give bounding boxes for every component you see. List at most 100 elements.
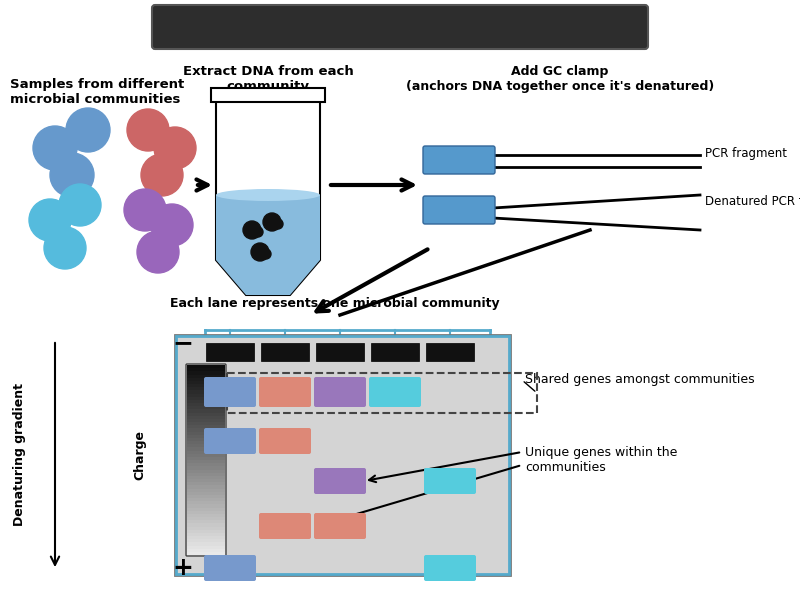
- Bar: [187, 365, 225, 368]
- FancyBboxPatch shape: [314, 377, 366, 407]
- Bar: [187, 409, 225, 413]
- Ellipse shape: [216, 189, 320, 201]
- Circle shape: [251, 243, 269, 261]
- Circle shape: [59, 184, 101, 226]
- Bar: [187, 542, 225, 545]
- Text: Unique genes within the
communities: Unique genes within the communities: [525, 446, 678, 474]
- Bar: [187, 413, 225, 416]
- FancyBboxPatch shape: [316, 343, 364, 361]
- Circle shape: [151, 204, 193, 246]
- Bar: [187, 479, 225, 482]
- Bar: [187, 469, 225, 473]
- Bar: [187, 514, 225, 517]
- Bar: [187, 419, 225, 422]
- Bar: [187, 485, 225, 488]
- Text: Extract DNA from each
community: Extract DNA from each community: [182, 65, 354, 93]
- Bar: [187, 438, 225, 441]
- Bar: [187, 498, 225, 501]
- Text: Charge: Charge: [134, 430, 146, 480]
- Bar: [187, 434, 225, 438]
- FancyBboxPatch shape: [426, 343, 474, 361]
- Circle shape: [263, 213, 281, 231]
- Circle shape: [124, 189, 166, 231]
- Bar: [187, 533, 225, 536]
- Circle shape: [50, 153, 94, 197]
- Circle shape: [261, 249, 271, 259]
- Bar: [187, 473, 225, 476]
- Bar: [187, 491, 225, 495]
- Circle shape: [137, 231, 179, 273]
- Bar: [211, 88, 325, 102]
- Circle shape: [154, 127, 196, 169]
- FancyBboxPatch shape: [152, 5, 648, 49]
- FancyBboxPatch shape: [259, 428, 311, 454]
- Bar: [187, 391, 225, 394]
- FancyBboxPatch shape: [175, 335, 510, 575]
- Text: GC clamp: GC clamp: [431, 206, 486, 216]
- Circle shape: [253, 227, 263, 237]
- Bar: [187, 520, 225, 523]
- Circle shape: [273, 219, 283, 229]
- Circle shape: [44, 227, 86, 269]
- Bar: [187, 441, 225, 444]
- Circle shape: [127, 109, 169, 151]
- FancyBboxPatch shape: [371, 343, 419, 361]
- Bar: [187, 403, 225, 406]
- Bar: [187, 397, 225, 400]
- Bar: [187, 530, 225, 533]
- Bar: [187, 466, 225, 469]
- Bar: [187, 552, 225, 555]
- FancyBboxPatch shape: [206, 343, 254, 361]
- Bar: [187, 527, 225, 530]
- Bar: [187, 476, 225, 479]
- Bar: [187, 460, 225, 463]
- Bar: [187, 431, 225, 434]
- FancyBboxPatch shape: [423, 146, 495, 174]
- Bar: [187, 394, 225, 397]
- Bar: [187, 545, 225, 548]
- Bar: [187, 454, 225, 457]
- Text: Shared genes amongst communities: Shared genes amongst communities: [525, 373, 754, 386]
- Bar: [187, 384, 225, 387]
- Bar: [187, 422, 225, 425]
- Text: Add GC clamp
(anchors DNA together once it's denatured): Add GC clamp (anchors DNA together once …: [406, 65, 714, 93]
- Bar: [187, 505, 225, 508]
- Text: −: −: [173, 331, 194, 355]
- Bar: [187, 400, 225, 403]
- Bar: [187, 548, 225, 552]
- Bar: [187, 406, 225, 409]
- Text: DGGE: Denaturing Gradient Gel Electrophoresis: DGGE: Denaturing Gradient Gel Electropho…: [159, 21, 641, 39]
- Bar: [187, 368, 225, 371]
- Bar: [187, 463, 225, 466]
- FancyBboxPatch shape: [261, 343, 309, 361]
- Bar: [187, 451, 225, 454]
- Bar: [187, 416, 225, 419]
- Text: Denaturing gradient: Denaturing gradient: [14, 383, 26, 527]
- Bar: [187, 482, 225, 485]
- Circle shape: [141, 154, 183, 196]
- FancyBboxPatch shape: [424, 468, 476, 494]
- Polygon shape: [216, 195, 320, 295]
- Circle shape: [66, 108, 110, 152]
- Text: Each lane represents one microbial community: Each lane represents one microbial commu…: [170, 297, 500, 310]
- FancyBboxPatch shape: [314, 468, 366, 494]
- FancyBboxPatch shape: [369, 377, 421, 407]
- FancyBboxPatch shape: [204, 377, 256, 407]
- Bar: [187, 448, 225, 451]
- Text: +: +: [173, 556, 194, 580]
- Bar: [187, 511, 225, 514]
- Circle shape: [29, 199, 71, 241]
- Text: Denatured PCR fragment: Denatured PCR fragment: [705, 196, 800, 208]
- Bar: [187, 377, 225, 381]
- FancyBboxPatch shape: [424, 555, 476, 581]
- FancyBboxPatch shape: [204, 428, 256, 454]
- Polygon shape: [216, 95, 320, 295]
- Circle shape: [33, 126, 77, 170]
- FancyBboxPatch shape: [204, 555, 256, 581]
- Bar: [187, 517, 225, 520]
- Bar: [187, 374, 225, 377]
- Text: PCR fragment: PCR fragment: [705, 146, 787, 160]
- Bar: [187, 428, 225, 431]
- Bar: [187, 536, 225, 539]
- Bar: [187, 508, 225, 511]
